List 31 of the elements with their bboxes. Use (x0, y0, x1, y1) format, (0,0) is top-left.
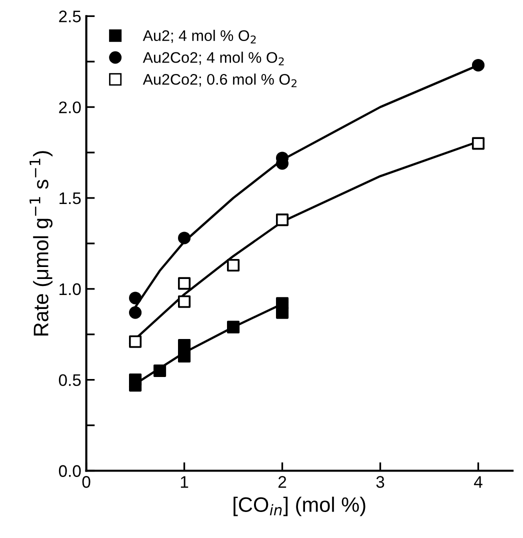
y-tick-label: 1.5 (60, 192, 81, 204)
point (178, 277, 191, 290)
point (276, 297, 289, 310)
point (472, 58, 485, 72)
x-axis-title: [CO$_{in}$] (mol %) (234, 496, 366, 516)
point (129, 335, 142, 348)
x-tick-label: 3 (376, 476, 384, 488)
y-tick-label: 2.0 (59, 101, 81, 114)
point (472, 137, 485, 150)
y-tick-label: 0.5 (58, 374, 81, 386)
x-tick-label: 1 (180, 476, 188, 488)
point (129, 292, 142, 304)
legend-label: Au2; 4 mol % O$_{2}$ (142, 30, 256, 44)
y-tick-label: 2.5 (59, 10, 81, 22)
y-axis-title: Rate (μmol g$^{−1}$ s$^{−1}$) (30, 151, 53, 336)
point (178, 338, 191, 352)
point (154, 364, 166, 378)
x-tick-label: 0 (82, 476, 90, 488)
point (129, 374, 142, 386)
y-tick-label: 1.0 (60, 283, 81, 296)
point (226, 320, 240, 334)
x-tick-label: 4 (474, 476, 482, 488)
x-tick-label: 2 (278, 476, 286, 488)
point (178, 232, 191, 244)
point (276, 214, 289, 226)
point (226, 258, 240, 272)
legend-label: Au2Co2; 4 mol % O$_{2}$ (142, 52, 284, 66)
legend-label: Au2Co2; 0.6 mol % O$_{2}$ (142, 74, 296, 88)
y-tick-label: 0.0 (58, 465, 81, 477)
point (129, 306, 142, 319)
point (178, 295, 191, 308)
